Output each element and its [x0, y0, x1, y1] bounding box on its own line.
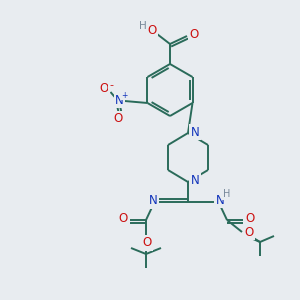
Text: O: O — [142, 236, 152, 250]
Text: N: N — [190, 125, 200, 139]
Text: O: O — [189, 28, 199, 40]
Text: O: O — [244, 226, 253, 238]
Text: H: H — [139, 21, 147, 31]
Text: O: O — [245, 212, 255, 226]
Text: N: N — [115, 94, 124, 106]
Text: -: - — [110, 80, 113, 90]
Text: N: N — [148, 194, 158, 208]
Text: O: O — [147, 25, 157, 38]
Text: N: N — [216, 194, 224, 206]
Text: +: + — [121, 91, 128, 100]
Text: O: O — [118, 212, 127, 226]
Text: O: O — [114, 112, 123, 125]
Text: O: O — [100, 82, 109, 95]
Text: N: N — [190, 175, 200, 188]
Text: H: H — [223, 189, 231, 199]
